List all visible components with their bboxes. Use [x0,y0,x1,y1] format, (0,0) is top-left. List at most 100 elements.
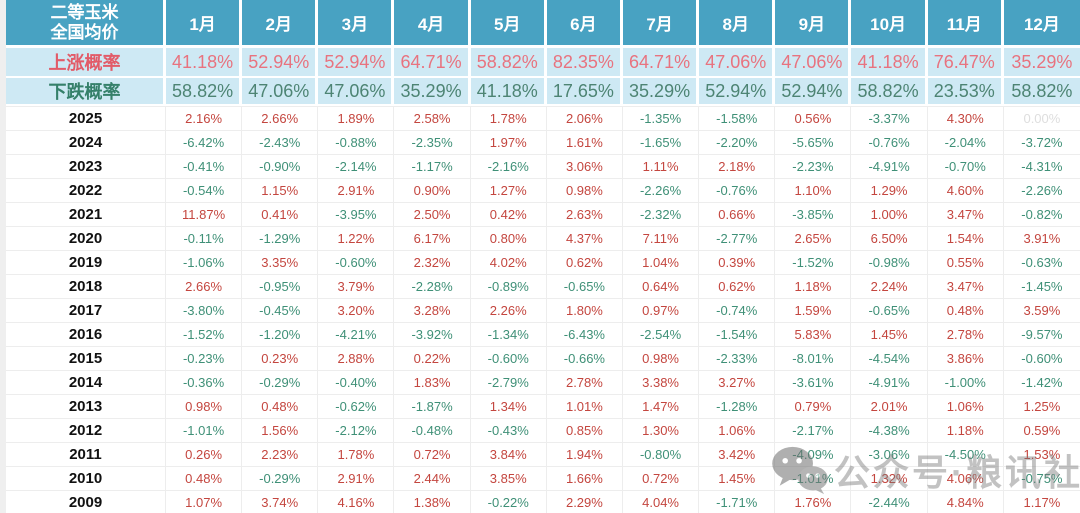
data-cell: 1.45% [851,323,928,346]
data-cell: 0.48% [927,299,1004,322]
data-cell: -0.76% [699,179,776,202]
data-cell: 3.79% [318,275,395,298]
data-cell: 1.06% [927,395,1004,418]
month-header: 9月 [775,0,852,45]
data-cell: 2.58% [394,107,471,130]
data-cell: -0.65% [546,275,623,298]
data-cell: 1.07% [166,491,243,513]
data-cell: 1.54% [927,227,1004,250]
rise-probability-value: 47.06% [699,48,776,76]
data-cell: -1.87% [394,395,471,418]
data-cell: -1.65% [622,131,700,154]
data-cell: 2.01% [851,395,928,418]
data-cell: -3.85% [775,203,852,226]
data-cell: -2.33% [699,347,776,370]
data-cell: -1.54% [699,323,776,346]
data-cell: -6.42% [166,131,243,154]
data-cell: -2.44% [851,491,928,513]
data-cell: 0.00% [1003,107,1080,130]
data-cell: 7.11% [622,227,700,250]
data-cell: 0.48% [166,467,243,490]
data-cell: -1.45% [1003,275,1080,298]
data-cell: 0.23% [242,347,319,370]
data-cell: -4.54% [851,347,928,370]
data-cell: 0.22% [394,347,471,370]
data-cell: -1.28% [699,395,776,418]
data-cell: 0.42% [470,203,547,226]
data-cell: -2.20% [699,131,776,154]
month-header: 12月 [1003,0,1080,45]
data-cell: 4.60% [927,179,1004,202]
rise-probability-value: 82.35% [546,48,623,76]
data-cell: 0.48% [242,395,319,418]
data-cell: -4.38% [851,419,928,442]
year-label: 2013 [6,395,166,418]
fall-probability-value: 23.53% [927,78,1004,104]
data-cell: 2.66% [166,275,243,298]
data-cell: 5.83% [775,323,852,346]
data-cell: 6.50% [851,227,928,250]
table-row: 2015 -0.23% 0.23% 2.88% 0.22% -0.60% -0.66% 0.9… [6,346,1080,370]
month-header: 1月 [166,0,243,45]
data-cell: -2.79% [470,371,547,394]
data-cell: 1.10% [775,179,852,202]
table-row: 2013 0.98% 0.48% -0.62% -1.87% 1.34% 1.01% 1.47… [6,394,1080,418]
table-row: 2014 -0.36% -0.29% -0.40% 1.83% -2.79% 2.78% 3.… [6,370,1080,394]
data-cell: -0.70% [927,155,1004,178]
data-cell: -0.60% [1003,347,1080,370]
data-cell: -2.14% [318,155,395,178]
year-label: 2011 [6,443,166,466]
data-cell: -0.62% [318,395,395,418]
data-cell: -1.35% [622,107,700,130]
data-cell: 1.22% [318,227,395,250]
data-cell: 2.63% [546,203,623,226]
data-cell: 2.23% [242,443,319,466]
fall-probability-label: 下跌概率 [6,78,166,104]
data-cell: -0.90% [242,155,319,178]
data-cell: -0.29% [242,467,319,490]
data-cell: 1.25% [1003,395,1080,418]
data-cell: 3.27% [699,371,776,394]
data-cell: 0.72% [622,467,700,490]
data-cell: 0.72% [394,443,471,466]
year-label: 2015 [6,347,166,370]
data-cell: 1.47% [622,395,700,418]
data-cell: -2.26% [1003,179,1080,202]
data-cell: -0.22% [470,491,547,513]
data-cell: 4.02% [470,251,547,274]
month-header: 7月 [622,0,700,45]
data-cell: 0.85% [546,419,623,442]
year-label: 2020 [6,227,166,250]
data-cell: 3.38% [622,371,700,394]
fall-probability-value: 47.06% [318,78,395,104]
data-cell: 0.41% [242,203,319,226]
data-cell: -3.72% [1003,131,1080,154]
year-label: 2018 [6,275,166,298]
rise-probability-value: 41.18% [851,48,928,76]
data-cell: 2.29% [546,491,623,513]
data-cell: -0.45% [242,299,319,322]
data-cell: 1.94% [546,443,623,466]
data-cell: -3.61% [775,371,852,394]
data-cell: 1.78% [470,107,547,130]
month-header: 4月 [394,0,471,45]
year-label: 2009 [6,491,166,513]
table-row: 2017 -3.80% -0.45% 3.20% 3.28% 2.26% 1.80% 0.97… [6,298,1080,322]
data-cell: 1.78% [318,443,395,466]
data-cell: 2.65% [775,227,852,250]
fall-probability-value: 47.06% [242,78,319,104]
data-cell: 3.84% [470,443,547,466]
data-cell: 1.04% [622,251,700,274]
year-label: 2024 [6,131,166,154]
data-cell: 1.00% [851,203,928,226]
data-cell: 1.27% [470,179,547,202]
data-cell: -1.17% [394,155,471,178]
fall-probability-value: 58.82% [851,78,928,104]
month-header: 6月 [546,0,623,45]
month-header: 10月 [851,0,928,45]
data-cell: 1.61% [546,131,623,154]
data-cell: -1.00% [927,371,1004,394]
corner-title: 二等玉米 全国均价 [6,0,166,45]
data-cell: 0.62% [546,251,623,274]
